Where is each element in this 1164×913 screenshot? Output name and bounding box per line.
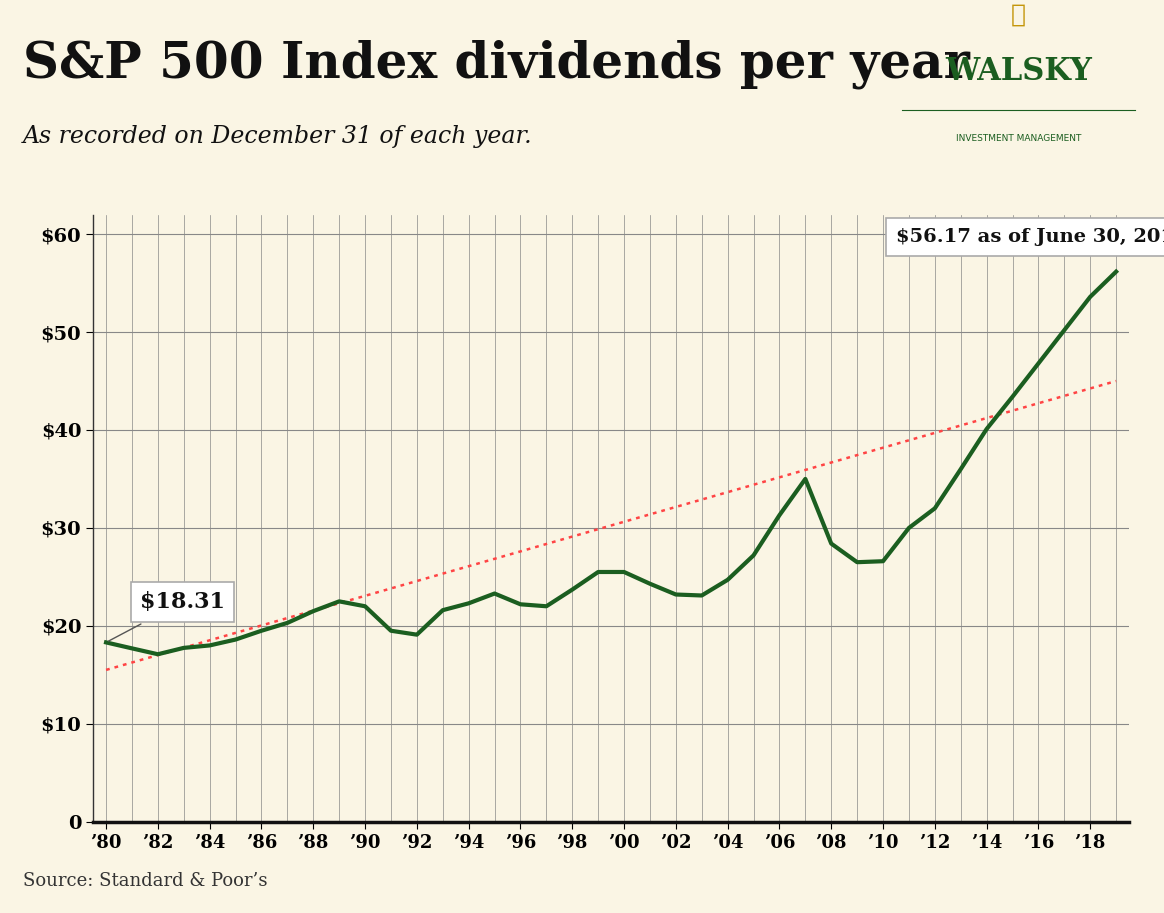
Text: Source: Standard & Poor’s: Source: Standard & Poor’s (23, 872, 268, 890)
Text: $56.17 as of June 30, 2019: $56.17 as of June 30, 2019 (896, 228, 1164, 246)
Text: S&P 500 Index dividends per year: S&P 500 Index dividends per year (23, 39, 970, 89)
Text: INVESTMENT MANAGEMENT: INVESTMENT MANAGEMENT (956, 134, 1081, 143)
Text: $18.31: $18.31 (108, 592, 225, 641)
Text: As recorded on December 31 of each year.: As recorded on December 31 of each year. (23, 125, 533, 148)
Text: WALSKY: WALSKY (945, 56, 1092, 87)
Text: ⸙: ⸙ (1012, 2, 1025, 26)
